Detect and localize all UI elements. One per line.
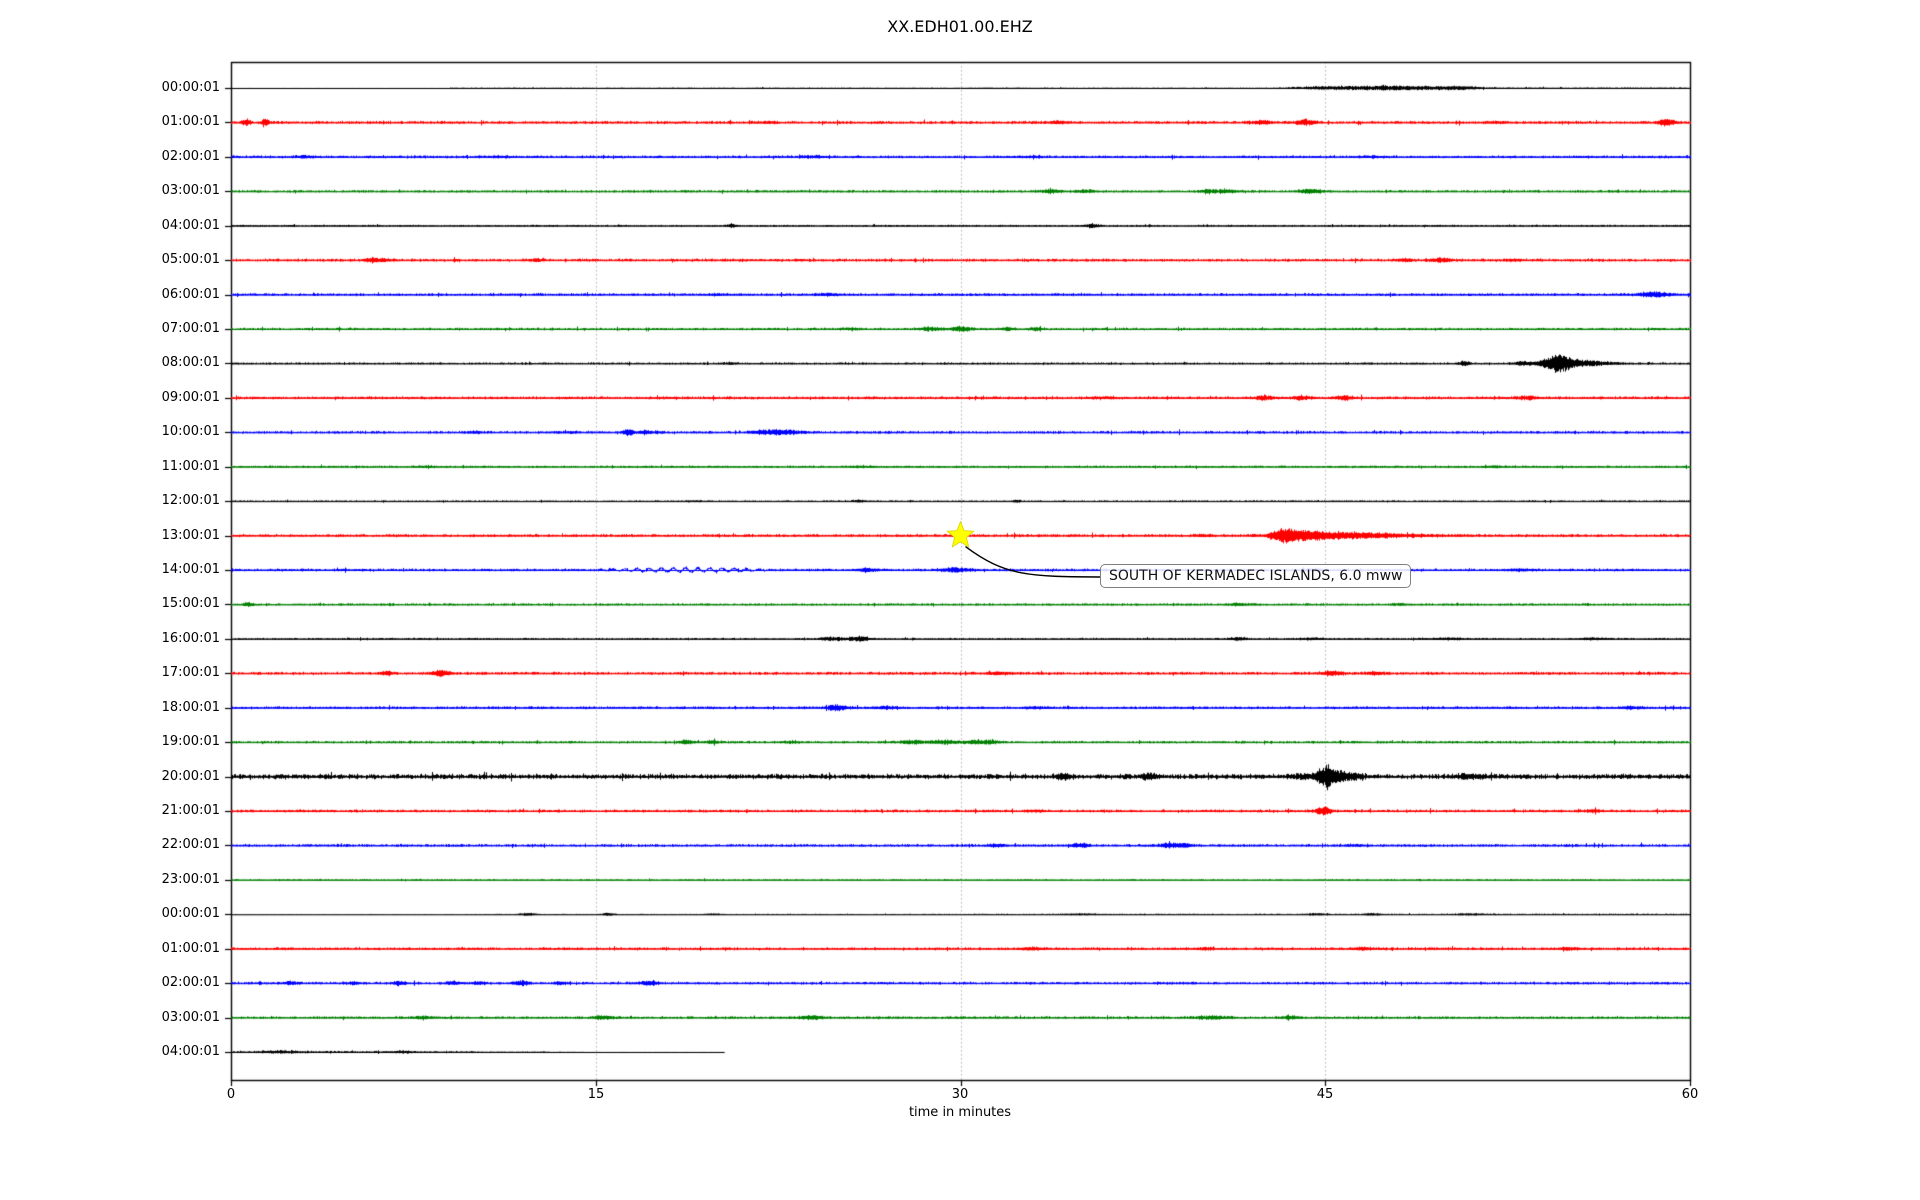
trace-row-label: 00:00:01 xyxy=(161,80,220,95)
trace-row-label: 22:00:01 xyxy=(161,837,220,853)
trace-row-label: 07:00:01 xyxy=(161,321,220,336)
trace-row-label: 13:00:01 xyxy=(161,527,220,543)
trace-row-label: 19:00:01 xyxy=(161,734,220,750)
trace-row-label: 21:00:01 xyxy=(161,803,220,818)
trace-row-label: 20:00:01 xyxy=(161,768,220,784)
trace-row-label: 02:00:01 xyxy=(161,975,220,991)
x-tick-label-60: 60 xyxy=(1681,1087,1699,1102)
trace-row-label: 23:00:01 xyxy=(161,871,220,887)
trace-row-label: 16:00:01 xyxy=(161,630,220,646)
trace-row-label: 09:00:01 xyxy=(161,389,220,405)
trace-row-label: 05:00:01 xyxy=(161,252,220,268)
trace-row-label: 00:00:01 xyxy=(161,906,220,922)
trace-row-label: 12:00:01 xyxy=(161,493,220,509)
x-tick-label-30: 30 xyxy=(951,1087,969,1102)
x-tick-label-15: 15 xyxy=(587,1087,605,1102)
trace-row-label: 03:00:01 xyxy=(161,183,220,199)
plot-title: XX.EDH01.00.EHZ xyxy=(887,17,1033,36)
trace-row-label: 08:00:01 xyxy=(161,355,220,371)
trace-row-label: 11:00:01 xyxy=(161,458,220,474)
trace-row-label: 06:00:01 xyxy=(161,286,220,302)
trace-row-label: 04:00:01 xyxy=(161,1044,220,1059)
trace-row-label: 02:00:01 xyxy=(161,148,220,164)
x-axis-title: time in minutes xyxy=(908,1105,1012,1120)
trace-row-label: 14:00:01 xyxy=(161,562,220,577)
trace-row-label: 03:00:01 xyxy=(161,1009,220,1025)
event-annotation-box: SOUTH OF KERMADEC ISLANDS, 6.0 mww xyxy=(1100,564,1412,588)
x-tick-label-0: 0 xyxy=(226,1087,236,1102)
trace-row-label: 18:00:01 xyxy=(161,699,220,715)
trace-row-label: 15:00:01 xyxy=(161,596,220,612)
trace-row-label: 10:00:01 xyxy=(161,424,220,440)
trace-row-label: 17:00:01 xyxy=(161,665,220,681)
trace-row-label: 01:00:01 xyxy=(161,940,220,956)
trace-row-label: 01:00:01 xyxy=(161,114,220,130)
x-tick-label-45: 45 xyxy=(1316,1087,1334,1102)
trace-row-label: 04:00:01 xyxy=(161,217,220,233)
